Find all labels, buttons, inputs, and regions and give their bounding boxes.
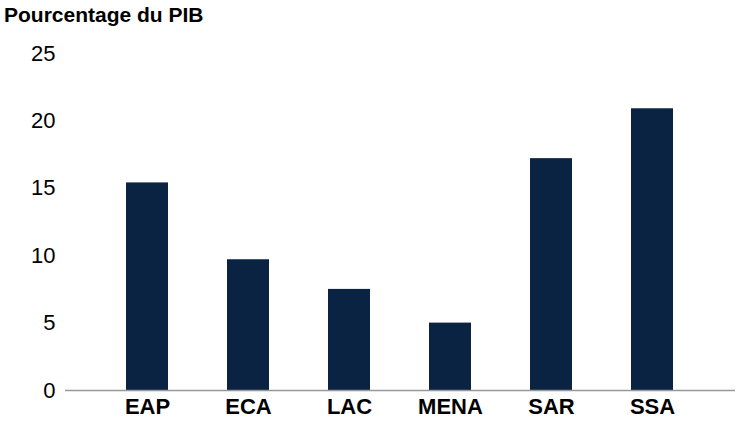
svg-text:SAR: SAR (528, 394, 575, 419)
svg-text:5: 5 (43, 310, 55, 335)
svg-text:0: 0 (43, 378, 55, 403)
svg-text:20: 20 (31, 108, 55, 133)
svg-text:10: 10 (31, 243, 55, 268)
svg-text:ECA: ECA (225, 394, 272, 419)
html-text:Pourcentage du PIB: Pourcentage du PIB (4, 3, 204, 26)
svg-text:LAC: LAC (327, 394, 372, 419)
svg-text:SSA: SSA (630, 394, 675, 419)
svg-text:15: 15 (31, 175, 55, 200)
svg-text:MENA: MENA (418, 394, 483, 419)
svg-text:EAP: EAP (125, 394, 170, 419)
svg-text:25: 25 (31, 41, 55, 66)
